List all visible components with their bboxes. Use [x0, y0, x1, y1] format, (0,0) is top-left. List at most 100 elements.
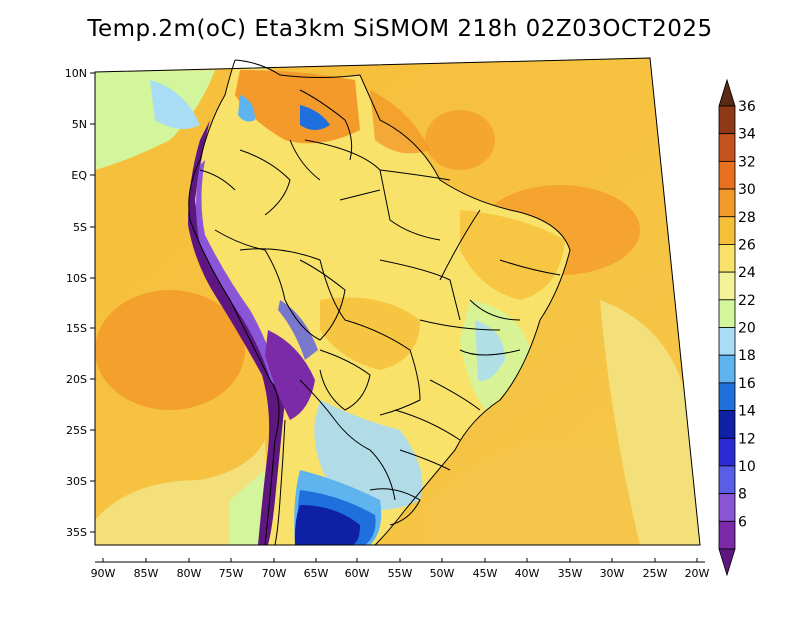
coastline [234, 59, 571, 546]
lon-tick: 70W [262, 558, 287, 580]
colorbar-label: 32 [738, 154, 756, 170]
colorbar-label: 36 [738, 99, 756, 115]
lon-label: 30W [600, 567, 625, 580]
ocean-warm-patch-north [425, 110, 495, 170]
lon-tick: 20W [685, 558, 710, 580]
map-frame [94, 57, 701, 546]
lon-label: 80W [177, 567, 202, 580]
lat-tick: 5S [73, 221, 95, 234]
land-central-warm [320, 297, 420, 370]
colorbar-segment [718, 493, 736, 522]
land-northeast-warm [370, 90, 430, 154]
lat-label: 5N [72, 118, 87, 131]
lon-label: 75W [219, 567, 244, 580]
colorbar-label: 18 [738, 348, 756, 364]
lon-label: 90W [91, 567, 116, 580]
north-andes-cool [238, 95, 255, 122]
political-borders [188, 59, 571, 546]
lon-tick: 40W [515, 558, 540, 580]
lon-tick: 50W [430, 558, 455, 580]
lat-tick: 10S [66, 272, 95, 285]
lat-label: 15S [66, 322, 87, 335]
lon-label: 85W [134, 567, 159, 580]
border-paraguay [319, 349, 371, 411]
colorbar-segment [718, 299, 736, 328]
lon-tick: 25W [643, 558, 668, 580]
lat-label: 35S [66, 526, 87, 539]
lat-tick: EQ [71, 169, 95, 182]
colorbar-segment [718, 382, 736, 411]
colorbar-label: 14 [738, 404, 756, 420]
colorbar-label: 22 [738, 293, 756, 309]
colorbar-label: 10 [738, 459, 756, 475]
lat-label: 30S [66, 475, 87, 488]
longitude-axis: 90W 85W 80W 75W 70W 65W 60W 55W 50W 45W … [91, 558, 710, 580]
colorbar-label: 20 [738, 321, 756, 337]
lon-tick: 45W [473, 558, 498, 580]
lat-label: 20S [66, 373, 87, 386]
lon-label: 50W [430, 567, 455, 580]
andes-cold-band [188, 120, 285, 545]
lat-tick: 30S [66, 475, 95, 488]
colorbar-segment [718, 354, 736, 384]
colorbar-segment [718, 327, 736, 356]
lon-label: 20W [685, 567, 710, 580]
colorbar-segment [718, 160, 736, 190]
lat-label: 25S [66, 424, 87, 437]
lon-label: 35W [558, 567, 583, 580]
colorbar-segment [718, 133, 736, 162]
lon-label: 60W [345, 567, 370, 580]
andes-cold-inner [196, 160, 278, 385]
map-fill [95, 58, 700, 545]
lon-tick: 55W [388, 558, 413, 580]
border-venezuela [289, 89, 353, 181]
land-southeast-cooler [475, 320, 505, 381]
colorbar-label: 6 [738, 514, 747, 530]
ocean-cool-panama [150, 80, 200, 129]
border-uruguay [369, 488, 421, 526]
ocean-cool-southwest [95, 440, 270, 545]
land-northeast-brazil [460, 210, 565, 300]
border-bolivia [284, 259, 346, 341]
lat-tick: 20S [66, 373, 95, 386]
lat-tick: 25S [66, 424, 95, 437]
colorbar-segment [718, 520, 736, 550]
border-ecuador [199, 169, 236, 191]
colorbar-label: 16 [738, 376, 756, 392]
brazil-border [239, 139, 451, 416]
lon-tick: 75W [219, 558, 244, 580]
colorbar-label: 8 [738, 487, 747, 503]
colorbar-segment [718, 105, 736, 135]
ocean-warm-patch-west [95, 290, 245, 410]
lon-label: 25W [643, 567, 668, 580]
colorbar-segment [718, 188, 736, 218]
map-title: Temp.2m(oC) Eta3km SiSMOM 218h 02Z03OCT2… [87, 16, 713, 42]
altiplano-cool [278, 300, 318, 360]
lon-tick: 60W [345, 558, 370, 580]
colorbar-segment [718, 271, 736, 301]
lon-label: 65W [304, 567, 329, 580]
north-andes-cold [300, 105, 330, 130]
coastline-west [188, 59, 280, 546]
colorbar-bottom-arrow [718, 548, 736, 577]
lon-tick: 85W [134, 558, 159, 580]
lat-label: EQ [71, 169, 87, 182]
lat-tick: 35S [66, 526, 95, 539]
colorbar-label: 30 [738, 182, 756, 198]
lon-tick: 90W [91, 558, 116, 580]
colorbar-label: 12 [738, 431, 756, 447]
colorbar-label: 26 [738, 237, 756, 253]
lon-label: 45W [473, 567, 498, 580]
lon-label: 55W [388, 567, 413, 580]
ocean-cool-coast [230, 470, 265, 545]
lat-label: 10N [65, 67, 87, 80]
lat-label: 5S [73, 221, 87, 234]
colorbar-label: 34 [738, 127, 756, 143]
border-brazil-states [339, 169, 561, 471]
lon-tick: 30W [600, 558, 625, 580]
colorbar-segment [718, 244, 736, 273]
border-chile-argentina [274, 419, 286, 546]
lon-tick: 35W [558, 558, 583, 580]
lon-tick: 80W [177, 558, 202, 580]
lat-tick: 5N [72, 118, 95, 131]
